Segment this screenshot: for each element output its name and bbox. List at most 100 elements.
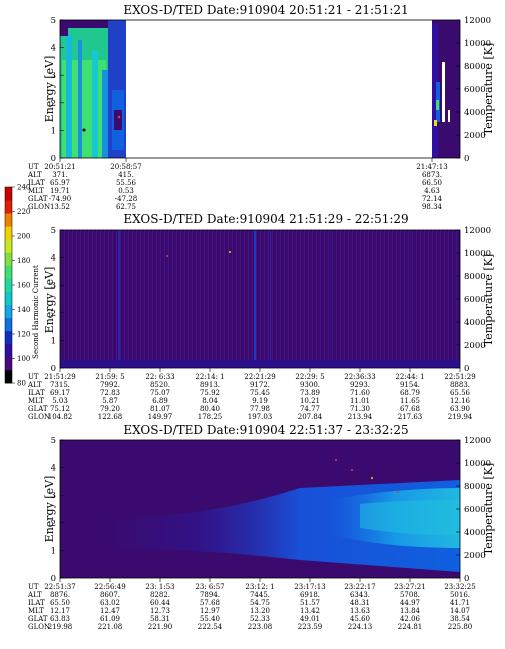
panel-3-y2label: Temperature [K] — [482, 463, 495, 555]
panel-2-y-axis: 0 1 2 3 4 5 — [51, 226, 64, 374]
panel-3-y-axis: 0 1 2 3 4 5 — [51, 436, 64, 584]
y-tick-label: 2 — [51, 99, 56, 109]
y-tick-label: 1 — [51, 126, 56, 136]
eph-value: 8913. — [200, 381, 220, 389]
eph-value: 8.04 — [202, 397, 218, 405]
eph-label: GLON — [28, 623, 50, 631]
eph-value: 23:12: 1 — [245, 583, 274, 591]
y-tick-label: 5 — [51, 226, 56, 236]
panel-2-title: EXOS-D/TED Date:910904 21:51:29 - 22:51:… — [123, 212, 408, 226]
y-tick-label: 4 — [51, 464, 56, 474]
eph-value: 79.20 — [100, 405, 120, 413]
eph-value: 52.33 — [250, 615, 270, 623]
eph-value: 8520. — [150, 381, 170, 389]
eph-value: 19.71 — [50, 187, 70, 195]
eph-value: 12.17 — [50, 607, 70, 615]
eph-value: 12.16 — [450, 397, 471, 405]
eph-label: GLAT — [28, 195, 48, 203]
colorbar-swatch — [5, 265, 12, 279]
y2-tick-label: 6000 — [464, 85, 486, 95]
panel-1-ylabel: Energy [eV] — [43, 56, 56, 123]
eph-label: ILAT — [28, 389, 45, 397]
eph-value: -74.90 — [49, 195, 71, 203]
eph-value: 213.94 — [348, 413, 373, 421]
eph-label: GLON — [28, 203, 50, 211]
colorbar-tick-label: 200 — [17, 233, 30, 241]
eph-value: 38.54 — [450, 615, 471, 623]
y-tick-label: 0 — [51, 574, 56, 584]
panel-3-ephemeris: UT ALT ILAT MLT GLAT GLON 22:51:378876.6… — [27, 578, 476, 631]
colorbar-tick-label: 100 — [17, 355, 30, 363]
eph-value: 20:58:57 — [110, 163, 141, 171]
eph-value: 21:51:29 — [44, 373, 75, 381]
eph-value: 81.07 — [150, 405, 170, 413]
panel-1-ephemeris: UT ALT ILAT MLT GLAT GLON 20:51:21371.65… — [27, 158, 448, 211]
eph-value: 22: 6:33 — [145, 373, 174, 381]
eph-value: 74.77 — [300, 405, 320, 413]
eph-label: UT — [28, 373, 39, 381]
eph-value: 7445. — [250, 591, 270, 599]
eph-value: 55.56 — [116, 179, 137, 187]
eph-value: 23:32:25 — [444, 583, 475, 591]
eph-value: 12.73 — [150, 607, 170, 615]
eph-value: 75.92 — [200, 389, 220, 397]
eph-value: 6918. — [300, 591, 320, 599]
colorbar-swatch — [5, 239, 12, 253]
eph-value: 67.68 — [400, 405, 420, 413]
eph-value: 7894. — [200, 591, 220, 599]
eph-value: 0.53 — [118, 187, 134, 195]
eph-value: 77.98 — [250, 405, 270, 413]
eph-value: 178.25 — [198, 413, 223, 421]
eph-value: 13.84 — [400, 607, 421, 615]
eph-value: 8876. — [50, 591, 70, 599]
panel-2-y2-axis: 0 2000 4000 6000 8000 10000 12000 — [456, 226, 491, 374]
y2-tick-label: 4000 — [464, 318, 486, 328]
eph-value: 22:56:49 — [94, 583, 125, 591]
colorbar-ticks: 80 100 120 140 160 180 200 220 240 — [12, 184, 30, 388]
y2-tick-label: 8000 — [464, 272, 486, 282]
eph-value: 57.68 — [200, 599, 220, 607]
eph-value: 217.63 — [398, 413, 423, 421]
eph-value: 7315. — [50, 381, 70, 389]
eph-label: ILAT — [28, 179, 45, 187]
eph-value: 23:17:13 — [294, 583, 325, 591]
eph-value: 12.97 — [200, 607, 220, 615]
panel-2-ylabel: Energy [eV] — [43, 267, 56, 334]
colorbar-swatch — [5, 317, 12, 332]
eph-value: 54.75 — [250, 599, 270, 607]
eph-label: ALT — [27, 171, 42, 179]
eph-value: 42.06 — [400, 615, 421, 623]
y2-tick-label: 6000 — [464, 295, 486, 305]
panel-1-data-segment-1 — [60, 20, 126, 158]
eph-label: GLAT — [28, 615, 48, 623]
eph-value: 5.87 — [102, 397, 118, 405]
eph-value: 207.84 — [298, 413, 323, 421]
eph-value: 9300. — [300, 381, 320, 389]
y-tick-label: 4 — [51, 44, 56, 54]
eph-value: 9172. — [250, 381, 270, 389]
eph-value: 21:59: 5 — [95, 373, 124, 381]
eph-value: 66.50 — [422, 179, 442, 187]
eph-label: UT — [28, 163, 39, 171]
y2-tick-label: 10000 — [464, 39, 491, 49]
eph-value: 5016. — [450, 591, 470, 599]
eph-value: 8282. — [150, 591, 170, 599]
colorbar-scale — [5, 187, 12, 384]
eph-value: 45.60 — [350, 615, 370, 623]
eph-value: 14.07 — [450, 607, 470, 615]
colorbar-swatch — [5, 226, 12, 240]
colorbar-tick-label: 140 — [17, 306, 30, 314]
eph-value: 104.82 — [48, 413, 73, 421]
colorbar-tick-label: 240 — [17, 184, 30, 192]
eph-value: 9293. — [350, 381, 370, 389]
eph-value: 98.34 — [422, 203, 443, 211]
colorbar-swatch — [5, 291, 12, 305]
y-tick-label: 3 — [51, 491, 56, 501]
eph-value: 58.31 — [150, 615, 170, 623]
panel-1-title: EXOS-D/TED Date:910904 20:51:21 - 21:51:… — [123, 3, 408, 17]
eph-value: 23: 6:57 — [195, 583, 224, 591]
y2-tick-label: 6000 — [464, 505, 486, 515]
eph-value: 8607. — [100, 591, 120, 599]
